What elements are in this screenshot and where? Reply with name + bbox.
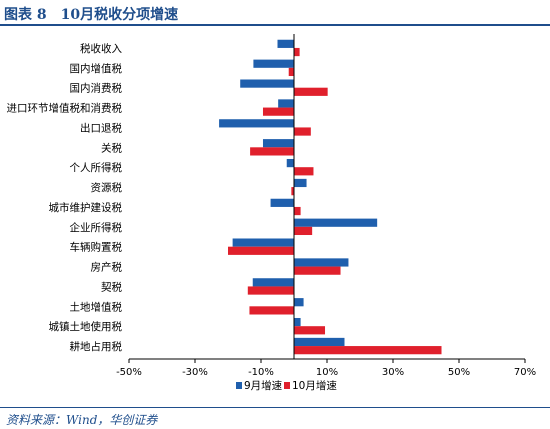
bar-oct-10 (228, 246, 294, 255)
legend: 9月增速 10月增速 (236, 379, 337, 392)
bar-sep-9 (294, 218, 378, 227)
category-label-12: 契税 (101, 280, 122, 293)
x-tick-label-2: -10% (248, 367, 274, 378)
x-tick-label-0: -50% (116, 367, 142, 378)
bar-sep-6 (286, 158, 294, 168)
category-label-5: 关税 (101, 141, 122, 154)
bar-oct-14 (294, 326, 326, 335)
bar-sep-7 (294, 178, 307, 188)
legend-swatch-oct (284, 382, 290, 389)
legend-swatch-sep (236, 382, 242, 389)
source-bar: 资料来源：Wind，华创证券 (0, 407, 550, 429)
bar-oct-1 (288, 67, 294, 77)
bars-group (219, 39, 442, 355)
bar-oct-9 (294, 226, 313, 236)
bar-sep-14 (294, 317, 301, 327)
bar-oct-15 (294, 346, 442, 355)
category-label-15: 耕地占用税 (70, 340, 123, 353)
x-tick-label-5: 50% (448, 367, 470, 378)
title-bar: 图表 8 10月税收分项增速 (0, 0, 550, 26)
category-label-10: 车辆购置税 (70, 241, 123, 254)
x-tick-label-6: 70% (514, 367, 536, 378)
bar-sep-13 (294, 298, 304, 307)
bar-sep-15 (294, 337, 345, 347)
bar-sep-4 (219, 119, 294, 128)
bar-sep-5 (262, 139, 294, 148)
category-label-6: 个人所得税 (70, 161, 123, 174)
bar-sep-8 (270, 198, 294, 207)
category-label-8: 城市维护建设税 (49, 201, 123, 214)
bar-sep-12 (252, 278, 294, 287)
category-label-0: 税收收入 (80, 42, 122, 55)
legend-label-sep: 9月增速 (244, 379, 283, 392)
category-label-7: 资源税 (91, 181, 123, 194)
category-label-4: 出口退税 (80, 121, 122, 134)
bar-oct-11 (294, 266, 341, 275)
category-labels: 税收收入国内增值税国内消费税进口环节增值税和消费税出口退税关税个人所得税资源税城… (7, 42, 123, 353)
bar-sep-11 (294, 258, 349, 267)
bar-oct-13 (249, 306, 294, 315)
axes-group: -50% -30% -10% 10% 30% 50% 70% (116, 34, 536, 378)
category-label-3: 进口环节增值税和消费税 (7, 102, 123, 115)
source-note: 资料来源：Wind，华创证券 (6, 413, 158, 427)
x-tick-label-1: -30% (182, 367, 208, 378)
category-label-14: 城镇土地使用税 (49, 320, 123, 333)
x-tick-label-4: 30% (382, 367, 404, 378)
category-label-2: 国内消费税 (70, 82, 123, 95)
bar-sep-10 (232, 238, 294, 247)
bar-oct-4 (294, 127, 311, 136)
bar-sep-1 (253, 59, 294, 68)
bar-oct-5 (250, 147, 294, 156)
bar-oct-8 (294, 206, 301, 216)
bar-oct-0 (294, 47, 300, 57)
category-label-13: 土地增值税 (70, 300, 123, 313)
bar-oct-3 (262, 107, 294, 116)
legend-label-oct: 10月增速 (292, 379, 337, 392)
category-label-11: 房产税 (91, 261, 123, 274)
x-tick-label-3: 10% (316, 367, 338, 378)
category-label-1: 国内增值税 (70, 62, 123, 75)
category-label-9: 企业所得税 (70, 221, 123, 234)
bar-oct-7 (291, 187, 294, 196)
bar-sep-3 (278, 99, 294, 108)
bar-oct-2 (294, 87, 328, 96)
bar-sep-2 (240, 79, 294, 88)
chart-title: 图表 8 10月税收分项增速 (4, 7, 179, 23)
bar-oct-6 (294, 167, 314, 176)
bar-oct-12 (247, 286, 294, 295)
tax-growth-bar-chart: 税收收入国内增值税国内消费税进口环节增值税和消费税出口退税关税个人所得税资源税城… (7, 34, 536, 392)
bar-sep-0 (277, 39, 294, 48)
